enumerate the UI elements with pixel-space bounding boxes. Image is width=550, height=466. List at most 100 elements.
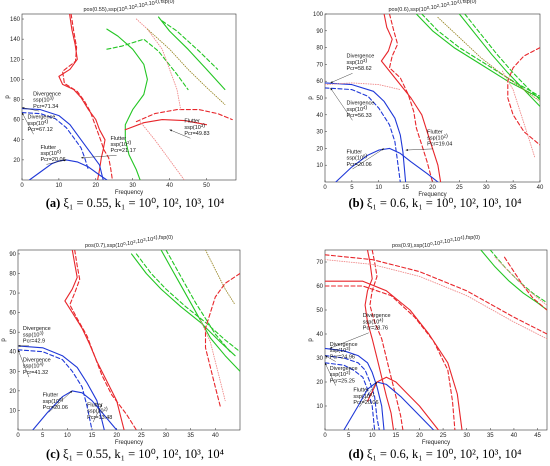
y-tick-label: 120 <box>10 57 21 63</box>
series-line-1 <box>380 14 442 182</box>
series-line-8 <box>157 16 226 91</box>
chart-panel-c: pos(0.7),ssp(100,102,103,104),fsp(0) 0 5 10… <box>1 235 241 461</box>
annotation-arrowhead <box>63 159 67 162</box>
x-tick-label: 0 <box>20 183 24 189</box>
annotation-line: ssp(104) <box>23 362 44 370</box>
annotation-arrow <box>21 112 34 135</box>
x-tick-label: 0 <box>323 433 327 439</box>
annotation-line: Divergence <box>330 366 358 372</box>
y-tick-label: 20 <box>13 158 20 164</box>
annotation-arrowhead <box>17 349 20 353</box>
annotation-arrow <box>17 349 30 378</box>
annotation-arrow <box>405 148 434 151</box>
annotation-line: Flutter <box>347 149 363 155</box>
annotation-arrowhead <box>374 382 377 385</box>
series-line-2 <box>62 14 113 180</box>
annotation-line: Divergence <box>363 313 391 319</box>
annotation-line: Pcr=42.9 <box>23 339 45 345</box>
annotation-line: ssp(103) <box>184 123 205 131</box>
annotation-line: Divergence <box>23 326 51 332</box>
chart-title-text: pos(0.6),ssp(100,102,103,104),fsp(0) <box>389 0 477 13</box>
annotation-line: Pcr=28.76 <box>363 326 388 332</box>
annotation-arrowhead <box>169 129 173 132</box>
annotation-line: Divergence <box>33 91 61 97</box>
x-axis-label: Frequency <box>418 192 446 198</box>
series-line-4 <box>325 259 547 340</box>
y-tick-label: 100 <box>10 77 21 83</box>
y-tick-label: 20 <box>316 380 323 386</box>
y-tick-label: 70 <box>9 291 16 297</box>
y-tick-label: 60 <box>13 118 20 124</box>
annotation-arrow <box>329 332 369 349</box>
x-tick-label: 35 <box>487 433 494 439</box>
annotation-line: ssp(102) <box>427 133 448 141</box>
x-tick-label: 10 <box>64 433 71 439</box>
annotation-line: Pcr=71.34 <box>33 104 58 110</box>
y-tick-label: 20 <box>9 389 16 395</box>
x-tick-label: 20 <box>416 433 423 439</box>
annotation-arrowhead <box>325 355 328 358</box>
series-line-7 <box>135 253 240 353</box>
y-tick-label: 40 <box>316 332 323 338</box>
annotation-arrow <box>352 148 385 170</box>
annotation-arrowhead <box>330 87 333 91</box>
x-tick-label: 50 <box>203 183 210 189</box>
annotation-line: ssp(103) <box>33 96 54 104</box>
x-tick-label: 40 <box>166 183 173 189</box>
y-tick-label: 60 <box>9 311 16 317</box>
annotation-line: Pcr=58.62 <box>347 66 372 72</box>
series-line-10 <box>204 272 240 408</box>
annotation-line: Flutter <box>184 119 200 125</box>
x-axis-label: Frequency <box>115 190 143 196</box>
x-tick-label: 15 <box>393 433 400 439</box>
annotation-line: ssp(104) <box>363 317 384 325</box>
annotation-arrow <box>92 404 103 423</box>
y-tick-label: 100 <box>313 12 324 18</box>
series-line-14 <box>146 28 226 105</box>
x-tick-label: 35 <box>187 433 194 439</box>
x-tick-label: 40 <box>537 185 544 191</box>
annotation-arrowhead <box>330 81 333 83</box>
annotation-arrowhead <box>99 404 102 408</box>
x-tick-label: 25 <box>456 185 463 191</box>
panel-caption: (a) ξ₁ = 0.55, k₁ = 10⁰, 10², 10³, 10⁴ <box>46 196 225 210</box>
y-tick-label: 10 <box>9 408 16 414</box>
y-tick-label: 70 <box>316 62 323 68</box>
x-tick-label: 10 <box>56 183 63 189</box>
x-tick-label: 30 <box>129 183 136 189</box>
x-tick-label: 10 <box>369 433 376 439</box>
x-tick-label: 30 <box>463 433 470 439</box>
series-line-8 <box>458 14 540 107</box>
plot-frame <box>324 13 541 183</box>
series-line-13 <box>139 121 185 180</box>
y-tick-label: 50 <box>316 308 323 314</box>
annotation-line: Pcr=25.25 <box>330 378 355 384</box>
series-line-2 <box>388 14 434 182</box>
y-tick-label: 30 <box>316 356 323 362</box>
x-tick-label: 5 <box>350 185 354 191</box>
y-tick-label: 50 <box>9 330 16 336</box>
y-tick-label: 90 <box>9 252 16 258</box>
chart-title-text: pos(0.7),ssp(100,102,103,104),fsp(0) <box>85 235 173 249</box>
series-line-12 <box>437 16 540 102</box>
x-tick-label: 10 <box>375 185 382 191</box>
x-tick-label: 20 <box>92 183 99 189</box>
y-tick-label: 60 <box>316 284 323 290</box>
annotation-line: Pcr=49.83 <box>184 131 209 137</box>
y-tick-label: 60 <box>316 79 323 85</box>
x-tick-label: 45 <box>534 433 541 439</box>
x-tick-label: 5 <box>41 433 45 439</box>
x-tick-label: 15 <box>89 433 96 439</box>
y-tick-label: 90 <box>316 29 323 35</box>
annotation-line: Divergence <box>347 101 375 107</box>
y-tick-label: 10 <box>316 404 323 410</box>
annotation-arrow <box>169 129 191 139</box>
y-tick-label: 140 <box>10 37 21 43</box>
series-line-8 <box>325 355 380 430</box>
